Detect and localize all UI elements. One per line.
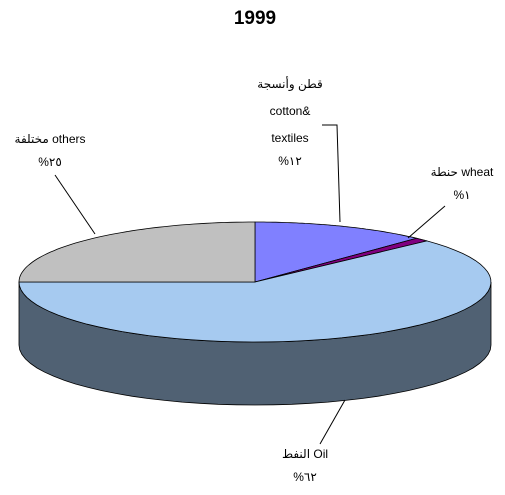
slice [18,221,256,283]
leader-line [54,174,96,235]
slice-label: مختلفة others [15,132,86,146]
leader-line [322,124,341,223]
slice-label: قطن وأنسجة [257,76,322,92]
value-label: %١٢ [278,154,302,168]
value-label: %٢٥ [38,155,62,169]
slice-label: cotton& [270,104,311,118]
slice-label: النفط Oil [282,447,328,461]
slice [254,221,419,283]
slice [18,240,492,343]
chart-title: 1999 [234,8,276,29]
slice [254,237,428,283]
slice-label: حنطة wheat [431,165,494,179]
value-label: %١ [453,188,470,202]
slice-label: textiles [271,131,308,145]
leader-line [407,205,446,239]
value-label: %٦٢ [293,470,317,484]
leader-line [319,399,346,445]
